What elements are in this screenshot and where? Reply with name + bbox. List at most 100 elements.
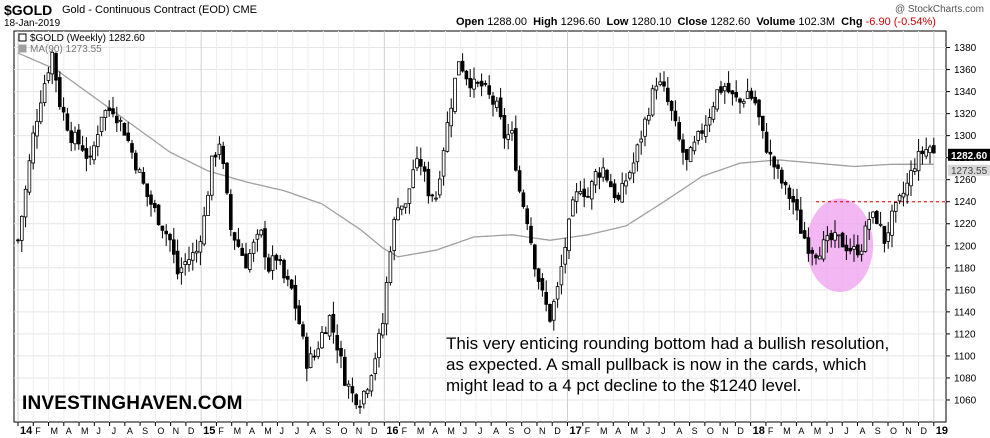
y-tick-label: 1100 (954, 351, 976, 362)
candle-body (483, 82, 488, 85)
y-tick-label: 1080 (954, 373, 977, 384)
candle-body (685, 149, 689, 160)
x-tick-label: N (722, 426, 729, 436)
stockcharts-watermark: @ StockCharts.com (894, 4, 984, 15)
x-tick-label: S (875, 426, 881, 436)
candle-body (840, 232, 845, 248)
candle-body (787, 187, 792, 199)
x-tick-label: D (554, 426, 561, 436)
contract-name: Gold - Continuous Contract (EOD) CME (62, 4, 257, 16)
candle-body (73, 131, 77, 145)
candle-body (601, 167, 605, 178)
candle-body (270, 255, 275, 271)
candle-body (342, 356, 347, 386)
candle-body (19, 215, 24, 241)
candle-body (730, 90, 735, 95)
candle-body (190, 252, 195, 261)
candle-body (118, 119, 123, 122)
x-tick-label: S (508, 426, 514, 436)
candle-body (605, 169, 609, 181)
candle-body (856, 244, 860, 256)
candle-body (563, 246, 567, 265)
candle-body (468, 78, 472, 89)
candle-body (103, 110, 108, 118)
candle-body (16, 239, 20, 242)
candle-body (99, 116, 104, 132)
candle-body (487, 85, 491, 95)
candle-body (149, 194, 153, 205)
candle-body (437, 178, 442, 196)
candle-body (285, 275, 290, 280)
high-value: 1296.60 (560, 16, 601, 28)
annotation-line: as expected. A small pullback is now in … (446, 355, 867, 374)
candle-body (567, 218, 571, 252)
x-tick-label: M (814, 426, 822, 436)
candle-body (848, 247, 852, 252)
x-tick-label: A (310, 426, 316, 436)
candle-body (821, 239, 826, 260)
candle-body (221, 145, 226, 164)
candle-body (403, 203, 408, 208)
candle-body (897, 195, 902, 202)
candle-body (510, 130, 514, 134)
x-tick-label: F (402, 426, 408, 436)
x-tick-label: 16 (386, 425, 398, 437)
candle-body (354, 394, 358, 406)
candle-body (932, 145, 936, 154)
candle-body (361, 390, 366, 405)
candle-body (84, 148, 89, 159)
candle-body (578, 191, 583, 195)
candle-body (380, 323, 385, 336)
candle-body (160, 225, 165, 231)
candle-body (137, 169, 142, 173)
candle-body (768, 151, 773, 155)
candle-body (502, 115, 507, 139)
candle-body (878, 223, 883, 226)
candle-body (647, 115, 651, 121)
candle-body (738, 98, 742, 103)
y-tick-label: 1240 (954, 197, 977, 208)
volume-value: 102.3M (798, 16, 836, 28)
x-tick-label: J (646, 426, 651, 436)
x-tick-label: F (768, 426, 774, 436)
candle-body (749, 90, 754, 99)
candle-body (426, 168, 431, 197)
candle-body (418, 159, 423, 167)
candle-body (225, 162, 229, 194)
x-tick-label: A (66, 426, 72, 436)
candle-body (251, 241, 256, 254)
candle-body (31, 132, 35, 164)
x-tick-label: F (585, 426, 591, 436)
legend: $GOLD (Weekly) 1282.60 MA(90) 1273.55 (18, 33, 145, 55)
candle-body (111, 108, 115, 115)
x-tick-label: O (707, 426, 714, 436)
candle-body (540, 278, 545, 291)
candle-body (39, 102, 43, 123)
candle-body (430, 194, 434, 197)
candle-body (494, 100, 499, 109)
candle-body (96, 134, 100, 147)
x-tick-label: M (51, 426, 59, 436)
candle-body (373, 358, 377, 374)
candle-body (42, 83, 47, 103)
candle-body (453, 77, 457, 112)
candle-body (669, 100, 674, 111)
candle-body (859, 250, 864, 255)
candle-body (802, 230, 807, 239)
candle-body (411, 169, 415, 188)
candle-body (745, 90, 750, 100)
candle-body (814, 254, 818, 259)
candle-body (232, 232, 237, 241)
candle-body (202, 215, 207, 245)
x-tick-label: M (234, 426, 242, 436)
candle-body (783, 181, 788, 186)
candle-body (152, 202, 157, 208)
candle-body (833, 232, 837, 241)
candle-body (616, 194, 621, 200)
candle-body (753, 96, 757, 104)
candle-body (449, 107, 453, 127)
candle-body (719, 86, 723, 93)
x-tick-label: N (905, 426, 912, 436)
brand-watermark: INVESTINGHAVEN.COM (22, 393, 243, 414)
x-tick-label: A (249, 426, 255, 436)
